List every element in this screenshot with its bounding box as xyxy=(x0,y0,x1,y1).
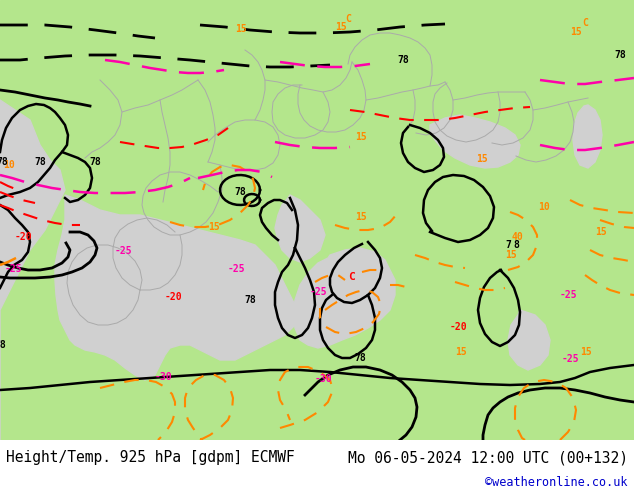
Text: 15: 15 xyxy=(580,347,592,357)
Text: -30: -30 xyxy=(155,372,172,382)
Text: 15: 15 xyxy=(235,24,247,34)
Text: Height/Temp. 925 hPa [gdpm] ECMWF: Height/Temp. 925 hPa [gdpm] ECMWF xyxy=(6,450,295,465)
Text: 15: 15 xyxy=(595,227,607,237)
Text: 15: 15 xyxy=(476,154,488,164)
Text: -25: -25 xyxy=(562,354,579,364)
Text: 15: 15 xyxy=(355,212,366,222)
Text: -25: -25 xyxy=(5,264,23,274)
Polygon shape xyxy=(508,310,550,370)
Text: -25: -25 xyxy=(310,287,328,297)
Text: 8: 8 xyxy=(513,240,519,250)
Text: 15: 15 xyxy=(455,347,467,357)
Text: 10: 10 xyxy=(538,202,550,212)
Text: -20: -20 xyxy=(165,292,183,302)
Text: 78: 78 xyxy=(34,157,46,167)
Text: 78: 78 xyxy=(244,295,256,305)
Text: 15: 15 xyxy=(570,27,582,37)
Text: 15: 15 xyxy=(208,222,220,232)
Polygon shape xyxy=(573,105,602,168)
Text: ©weatheronline.co.uk: ©weatheronline.co.uk xyxy=(485,476,628,489)
Polygon shape xyxy=(275,195,325,262)
Text: 15: 15 xyxy=(355,132,366,142)
Text: -25: -25 xyxy=(560,290,578,300)
Text: 78: 78 xyxy=(0,157,8,167)
Polygon shape xyxy=(293,248,395,348)
Text: 15: 15 xyxy=(505,250,517,260)
Text: Mo 06-05-2024 12:00 UTC (00+132): Mo 06-05-2024 12:00 UTC (00+132) xyxy=(347,450,628,465)
Text: 78: 78 xyxy=(397,55,409,65)
Text: C: C xyxy=(345,14,351,24)
Text: -20: -20 xyxy=(450,322,468,332)
Text: 78: 78 xyxy=(0,340,6,350)
Polygon shape xyxy=(430,115,520,168)
Text: C: C xyxy=(582,18,588,28)
Text: 78: 78 xyxy=(89,157,101,167)
Text: 7: 7 xyxy=(505,240,511,250)
Text: -20: -20 xyxy=(15,232,32,242)
Text: -25: -25 xyxy=(115,246,133,256)
Text: 78: 78 xyxy=(354,353,366,363)
Text: -30: -30 xyxy=(315,374,333,384)
Text: 78: 78 xyxy=(614,50,626,60)
Polygon shape xyxy=(0,100,65,440)
Text: 78: 78 xyxy=(234,187,246,197)
Text: -25: -25 xyxy=(228,264,245,274)
Text: C: C xyxy=(348,272,355,282)
Text: 15: 15 xyxy=(335,22,347,32)
Text: 10: 10 xyxy=(3,160,15,170)
Polygon shape xyxy=(55,195,298,380)
Text: 40: 40 xyxy=(512,232,524,242)
